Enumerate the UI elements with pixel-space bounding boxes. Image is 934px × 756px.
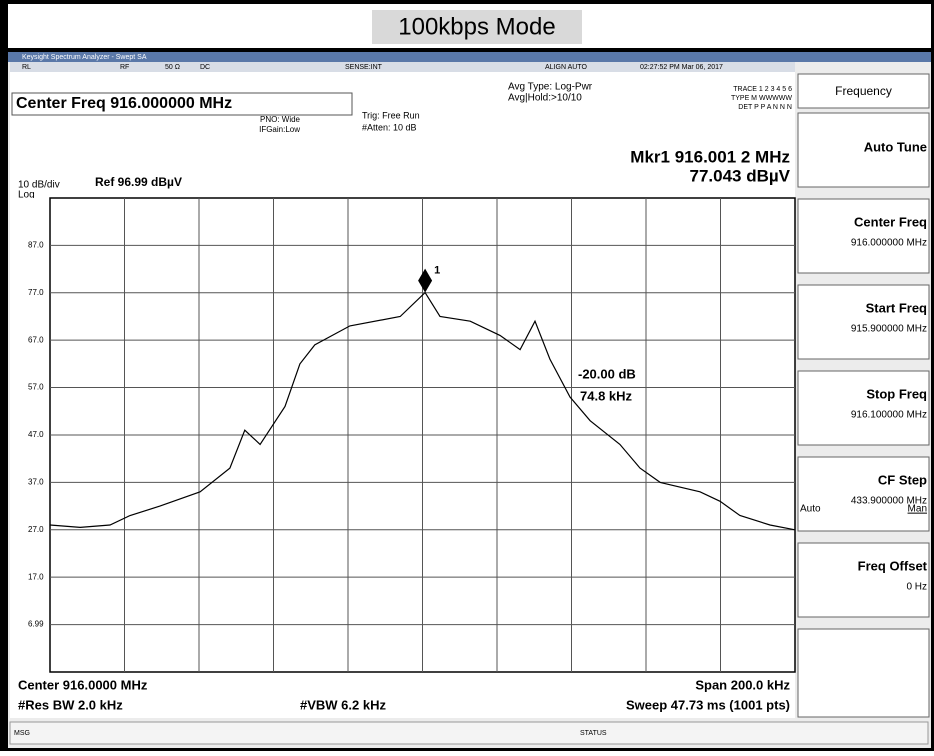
softkey[interactable] xyxy=(797,456,930,532)
marker-diamond xyxy=(418,268,433,293)
status: STATUS xyxy=(580,730,607,737)
annotation: 74.8 kHz xyxy=(580,388,633,403)
scale-mode: Log xyxy=(18,190,35,201)
softkey-auto[interactable]: Auto xyxy=(800,504,821,515)
trace xyxy=(49,291,796,531)
footer-sweep: Sweep 47.73 ms (1001 pts) xyxy=(626,697,790,712)
trig: Trig: Free Run xyxy=(362,110,420,120)
y-tick-label: 17.0 xyxy=(28,572,44,581)
y-tick-label: 77.0 xyxy=(28,288,44,297)
plot-bg xyxy=(10,198,795,676)
y-tick-label: 6.99 xyxy=(28,620,44,629)
trace-type: TYPE M WWWWW xyxy=(731,95,792,102)
header-box xyxy=(372,10,582,44)
annotation: -20.00 dB xyxy=(578,366,636,381)
marker-id: 1 xyxy=(434,264,440,276)
center-box xyxy=(11,92,353,116)
status-item: 02:27:52 PM Mar 06, 2017 xyxy=(640,64,723,71)
pno: PNO: Wide xyxy=(260,115,301,124)
footer-area xyxy=(10,676,795,718)
y-tick-label: 47.0 xyxy=(28,430,44,439)
trace: TRACE 1 2 3 4 5 6 xyxy=(733,86,792,93)
window-titlebar xyxy=(8,52,931,62)
softkey-label[interactable]: Freq Offset xyxy=(858,558,928,573)
ref-level: Ref 96.99 dBµV xyxy=(95,175,182,189)
footer-rbw: #Res BW 2.0 kHz xyxy=(18,697,123,712)
softkey[interactable] xyxy=(797,370,930,446)
footer-center: Center 916.0000 MHz xyxy=(18,677,148,692)
msg: MSG xyxy=(14,730,30,737)
softkey[interactable] xyxy=(797,112,930,188)
status-item: DC xyxy=(200,64,210,71)
softkey-man[interactable]: Man xyxy=(908,504,927,515)
softkey-value[interactable]: 433.900000 MHz xyxy=(851,496,927,507)
header-title: 100kbps Mode xyxy=(398,13,555,40)
footer-vbw: #VBW 6.2 kHz xyxy=(300,697,386,712)
ifgain: IFGain:Low xyxy=(259,125,300,134)
message-bar xyxy=(9,721,929,745)
softkey[interactable] xyxy=(797,198,930,274)
softkey-value[interactable]: 0 Hz xyxy=(906,582,927,593)
y-tick-label: 57.0 xyxy=(28,383,44,392)
center-freq: Center Freq 916.000000 MHz xyxy=(16,95,232,112)
status-item: 50 Ω xyxy=(165,64,180,71)
softkey-value[interactable]: 916.000000 MHz xyxy=(851,238,927,249)
softkey-empty xyxy=(797,628,930,718)
softkey-label[interactable]: Start Freq xyxy=(866,300,927,315)
softkey-label[interactable]: Stop Freq xyxy=(866,386,927,401)
status-row xyxy=(10,62,795,72)
window-title: Keysight Spectrum Analyzer - Swept SA xyxy=(22,54,147,61)
y-tick-label: 87.0 xyxy=(28,240,44,249)
y-tick-label: 37.0 xyxy=(28,477,44,486)
softkey-value[interactable]: 916.100000 MHz xyxy=(851,410,927,421)
avg-hold: Avg|Hold:>10/10 xyxy=(508,93,582,104)
softkey-value[interactable]: 915.900000 MHz xyxy=(851,324,927,335)
status-item: RF xyxy=(120,64,129,71)
marker-level: 77.043 dBµV xyxy=(689,166,790,185)
status-item: ALIGN AUTO xyxy=(545,64,587,71)
avg-type: Avg Type: Log-Pwr xyxy=(508,82,593,93)
softkey[interactable] xyxy=(797,542,930,618)
softkey[interactable] xyxy=(797,284,930,360)
status-item: RL xyxy=(22,64,31,71)
footer-span: Span 200.0 kHz xyxy=(695,677,790,692)
status-item: SENSE:INT xyxy=(345,64,383,71)
softkey-label[interactable]: CF Step xyxy=(878,472,927,487)
trace-det: DET P P A N N N xyxy=(738,104,792,111)
y-tick-label: 67.0 xyxy=(28,335,44,344)
softkey-label[interactable]: Center Freq xyxy=(854,214,927,229)
y-tick-label: 27.0 xyxy=(28,525,44,534)
softkey-menu-bg xyxy=(797,73,930,109)
scale-div: 10 dB/div xyxy=(18,180,60,191)
atten: #Atten: 10 dB xyxy=(362,122,417,132)
softkey-label[interactable]: Auto Tune xyxy=(864,139,927,154)
softkey-menu: Frequency xyxy=(835,84,892,98)
marker-freq: Mkr1 916.001 2 MHz xyxy=(630,147,790,166)
